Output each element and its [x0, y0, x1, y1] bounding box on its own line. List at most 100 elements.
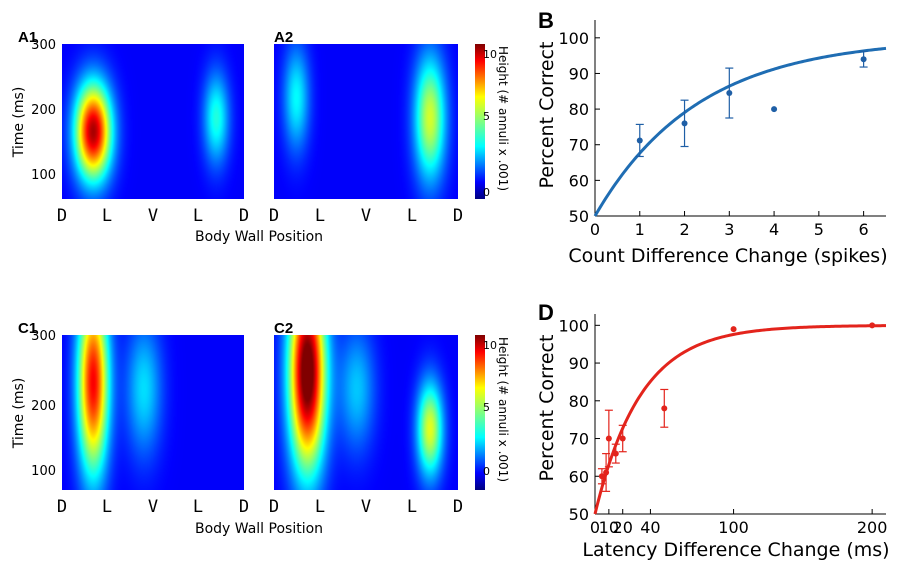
data-point	[598, 473, 605, 480]
y-tick-label: 80	[569, 100, 589, 119]
y-tick-label: 60	[569, 171, 589, 190]
data-point	[636, 137, 643, 144]
colorbar-label: Height (# annuli x .001)	[496, 46, 510, 191]
position-label: D	[453, 497, 463, 517]
y-tick-label: 80	[569, 392, 589, 411]
y-tick-label: 300	[31, 38, 56, 53]
x-tick-label: 2	[679, 220, 689, 239]
y-tick-label: 100	[558, 29, 589, 48]
data-point	[730, 326, 737, 333]
x-tick-label: 5	[814, 220, 824, 239]
position-label: L	[315, 497, 325, 517]
x-tick-label: 100	[718, 518, 749, 537]
x-tick-label: 20	[613, 518, 633, 537]
colorbar-c: 10 5 0 Height (# annuli x .001)	[475, 335, 510, 490]
heatmap-c1	[62, 335, 244, 490]
y-tick-label: 70	[569, 430, 589, 449]
x-tick-label: 4	[769, 220, 779, 239]
colorbar-gradient	[475, 335, 485, 490]
y-axis-label: Percent Correct	[536, 42, 558, 189]
x-tick-label: 1	[635, 220, 645, 239]
colorbar-gradient	[475, 44, 485, 199]
position-label: L	[102, 497, 112, 517]
position-label: V	[148, 497, 158, 517]
x-axis-label-a: Body Wall Position	[195, 229, 323, 245]
position-label: D	[269, 206, 279, 226]
y-tick-label: 100	[558, 316, 589, 335]
position-label: D	[239, 206, 249, 226]
x-tick-label: 0	[590, 220, 600, 239]
position-label: L	[407, 206, 417, 226]
position-labels: D L V L D	[269, 497, 463, 517]
x-tick-label: 6	[859, 220, 869, 239]
position-label: D	[269, 497, 279, 517]
colorbar-tick: 0	[483, 465, 490, 478]
x-tick-label: 40	[640, 518, 660, 537]
heatmap-a1	[62, 44, 244, 199]
panel-label: D	[538, 300, 554, 325]
position-label: L	[193, 206, 203, 226]
position-label: L	[407, 497, 417, 517]
position-label: V	[361, 206, 371, 226]
position-label: V	[148, 206, 158, 226]
y-tick-label: 300	[31, 329, 56, 344]
colorbar-tick: 10	[483, 48, 497, 61]
colorbar-label: Height (# annuli x .001)	[496, 337, 510, 482]
heatmap-a2	[274, 44, 458, 199]
data-point	[869, 322, 876, 329]
colorbar-tick: 10	[483, 339, 497, 352]
x-tick-label: 10	[599, 518, 619, 537]
data-point	[603, 469, 610, 476]
y-tick-label: 50	[569, 505, 589, 524]
panel-c2: C2 D L V L D	[269, 320, 463, 517]
y-tick-label: 90	[569, 64, 589, 83]
data-point	[612, 450, 619, 457]
colorbar-tick: 0	[483, 186, 490, 199]
fit-curve	[593, 46, 887, 217]
y-axis-label: Time (ms)	[11, 378, 27, 450]
y-tick-label: 200	[31, 399, 56, 414]
y-axis-label: Time (ms)	[11, 87, 27, 159]
panel-c1: C1 300 200 100 Time (ms) D L V L D	[11, 320, 249, 517]
colorbar-tick: 5	[483, 110, 490, 123]
panel-label: C2	[274, 320, 293, 337]
panel-label: A2	[274, 29, 293, 46]
data-point	[605, 435, 612, 442]
y-tick-label: 60	[569, 467, 589, 486]
y-tick-label: 200	[31, 103, 56, 118]
x-tick-label: 0	[590, 518, 600, 537]
fit-curve	[593, 324, 887, 515]
x-tick-label: 3	[724, 220, 734, 239]
data-point	[619, 435, 626, 442]
data-point	[771, 106, 778, 113]
data-point	[726, 90, 733, 97]
position-labels: D L V L D	[269, 206, 463, 226]
x-axis-label-c: Body Wall Position	[195, 521, 323, 537]
position-label: V	[361, 497, 371, 517]
heatmap-c2	[274, 335, 458, 490]
data-point	[681, 120, 688, 127]
data-point	[661, 405, 668, 412]
position-label: L	[102, 206, 112, 226]
panel-a1: A1 300 200 100 Time (ms) D L V L D	[11, 29, 249, 226]
data-point	[860, 56, 867, 63]
panel-a2: A2 D L V L D	[269, 29, 463, 226]
plot-b: 50 60 70 80 90 100 0 1 2 3 4 5 6	[558, 20, 887, 239]
y-axis-label: Percent Correct	[536, 335, 558, 482]
y-tick-label: 100	[31, 464, 56, 479]
position-label: D	[239, 497, 249, 517]
position-label: D	[453, 206, 463, 226]
x-tick-label: 200	[857, 518, 888, 537]
y-tick-label: 90	[569, 354, 589, 373]
panel-b: B 50 60 70 80 90 100 0 1 2 3 4 5 6 Percent Correct C…	[536, 8, 888, 267]
y-tick-label: 100	[31, 168, 56, 183]
position-label: L	[315, 206, 325, 226]
panel-label: B	[538, 8, 554, 33]
x-axis-label: Latency Difference Change (ms)	[582, 539, 889, 561]
x-axis-label: Count Difference Change (spikes)	[568, 245, 887, 267]
panel-label: C1	[18, 320, 37, 337]
y-tick-label: 50	[569, 207, 589, 226]
position-label: D	[57, 497, 67, 517]
